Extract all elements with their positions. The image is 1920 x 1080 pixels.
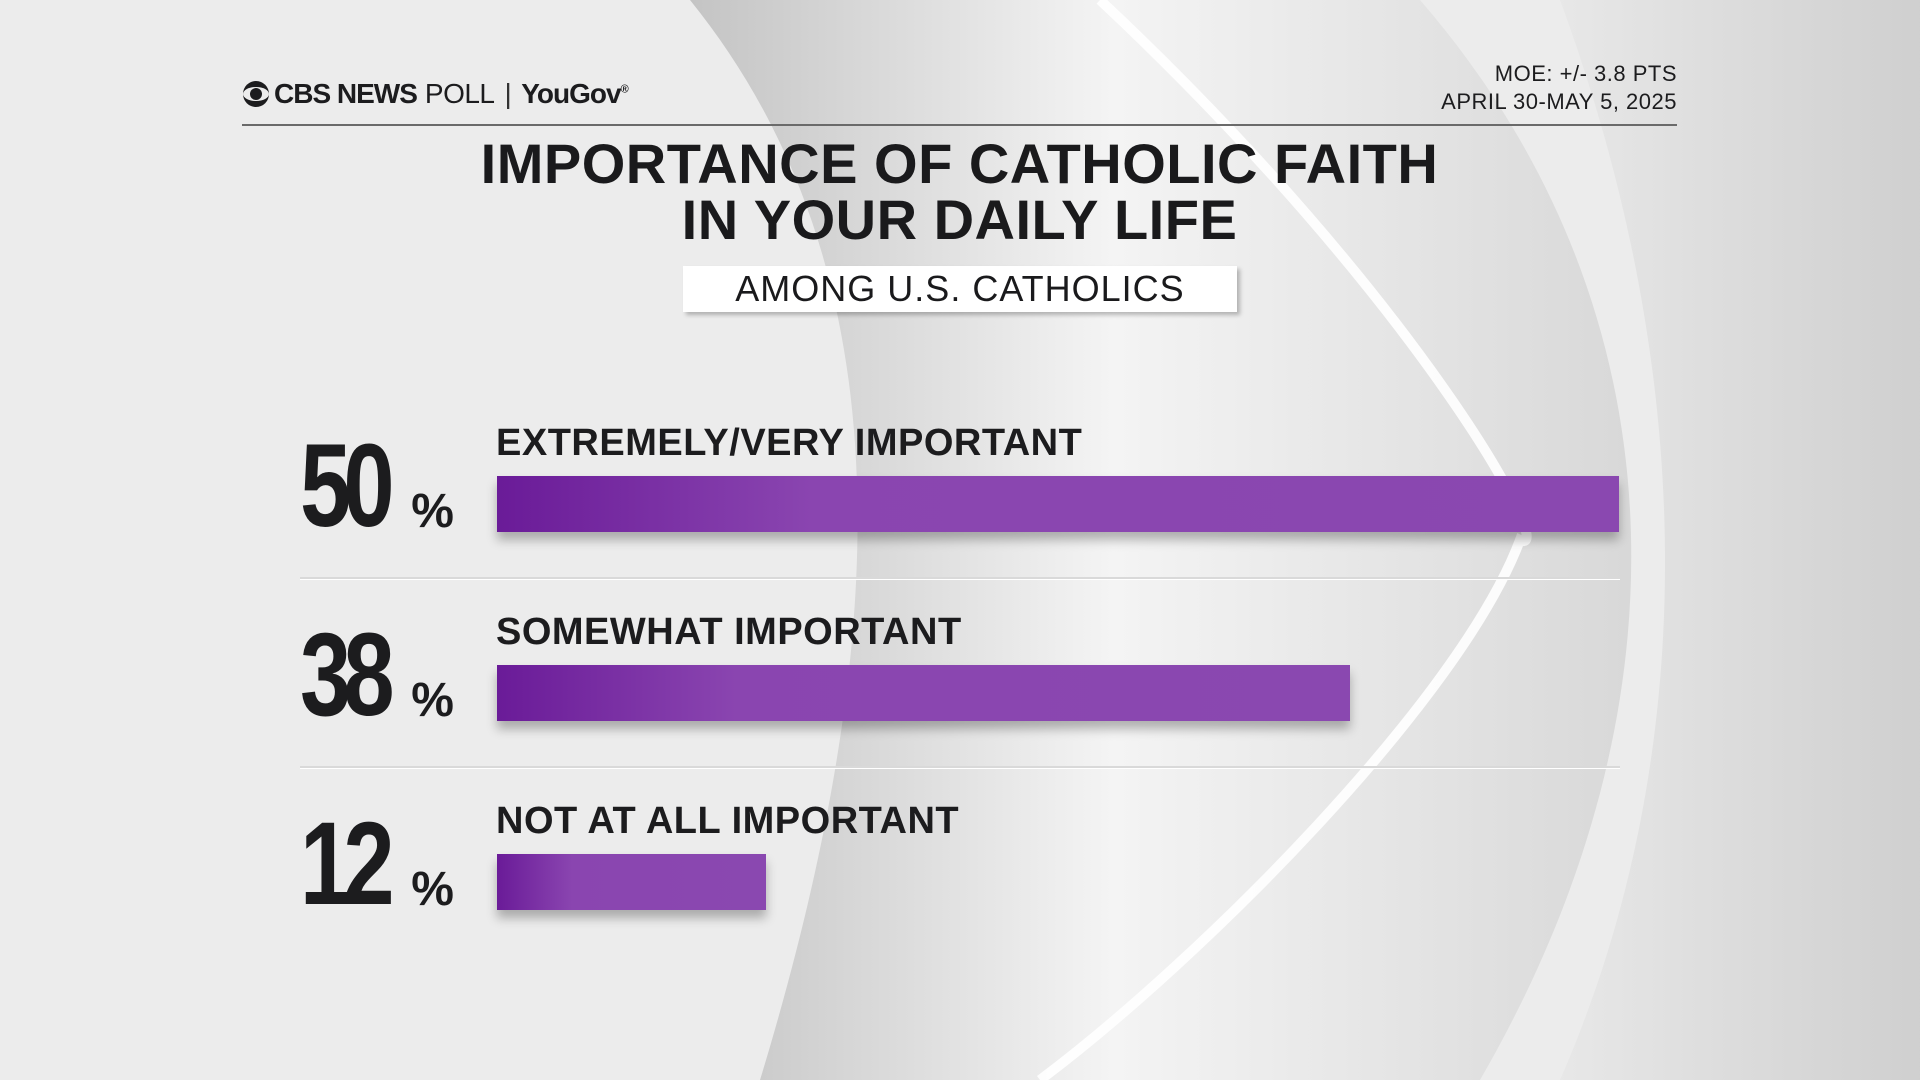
percent-sign: % [411,674,454,727]
cbs-eye-icon [243,81,269,107]
row-divider [300,577,1620,579]
bar [497,854,766,910]
value-number: 12 [300,798,395,930]
moe-text: MOE: +/- 3.8 PTS [1494,61,1677,86]
poll-meta: MOE: +/- 3.8 PTS APRIL 30-MAY 5, 2025 [1441,60,1677,116]
brand-yougov: YouGov® [521,78,628,109]
chart-subtitle: AMONG U.S. CATHOLICS [683,266,1237,312]
value-label: 12 % [300,798,454,930]
category-label: EXTREMELY/VERY IMPORTANT [496,422,1083,464]
value-label: 38 % [300,609,454,741]
percent-sign: % [411,863,454,916]
category-label: SOMEWHAT IMPORTANT [496,611,962,653]
brand-poll: POLL [424,78,495,109]
bar [497,665,1350,721]
brand-cbs: CBS NEWS [274,78,418,109]
row-divider [300,766,1620,768]
value-number: 38 [300,609,395,741]
poll-dates: APRIL 30-MAY 5, 2025 [1441,89,1677,114]
percent-sign: % [411,485,454,538]
brand-separator: | [504,78,512,109]
chart-title: IMPORTANCE OF CATHOLIC FAITH IN YOUR DAI… [242,136,1677,248]
bar [497,476,1619,532]
value-label: 50 % [300,420,454,552]
category-label: NOT AT ALL IMPORTANT [496,800,960,842]
chart-title-line1: IMPORTANCE OF CATHOLIC FAITH [480,132,1439,195]
chart-title-line2: IN YOUR DAILY LIFE [681,188,1238,251]
value-number: 50 [300,420,395,552]
poll-header: CBS NEWS POLL | YouGov® MOE: +/- 3.8 PTS… [242,61,1677,126]
brand-logo: CBS NEWS POLL | YouGov® [242,78,629,110]
